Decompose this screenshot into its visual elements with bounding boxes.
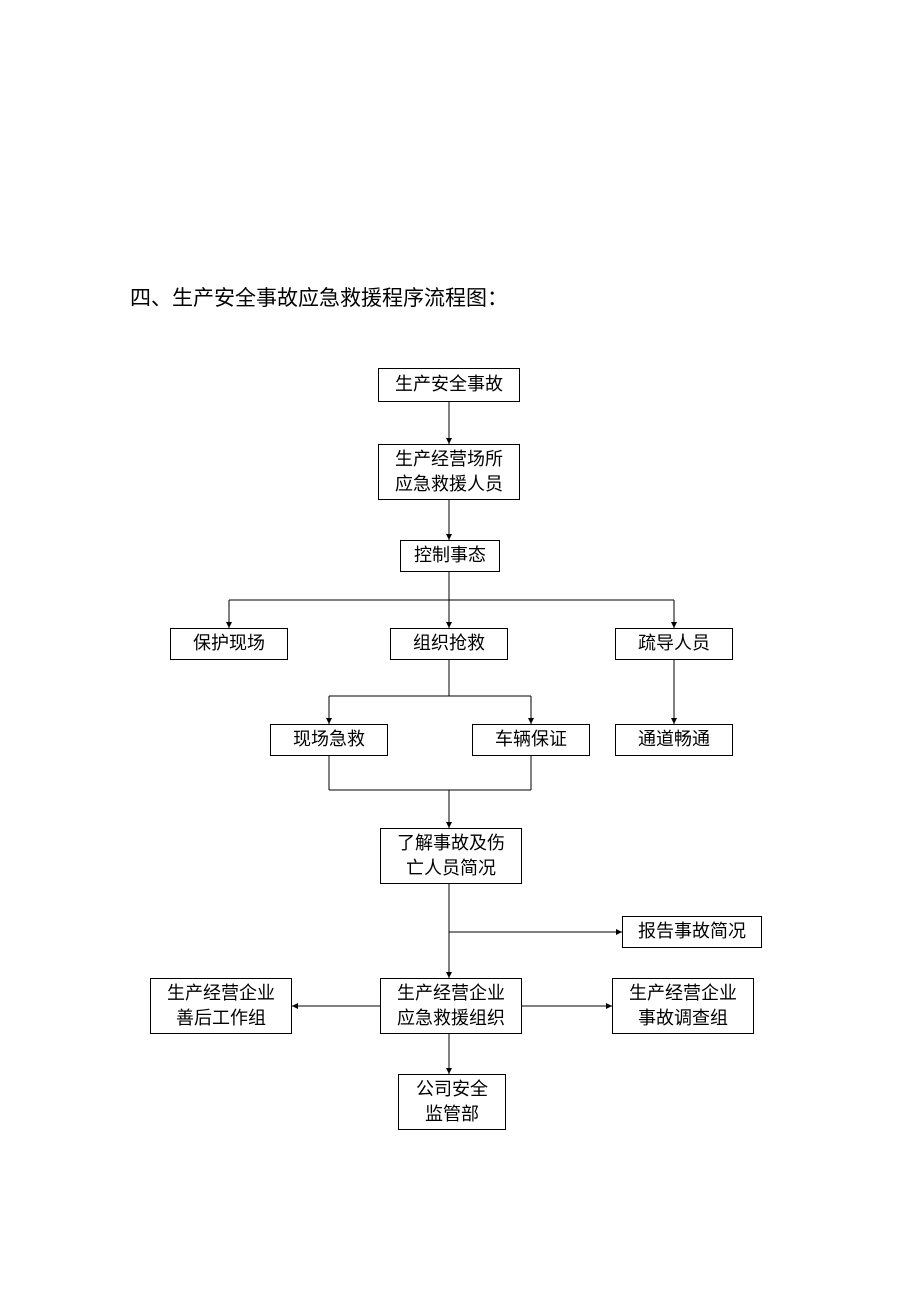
flowchart-node-n1: 生产安全事故 — [378, 368, 520, 402]
flowchart-node-n6: 疏导人员 — [615, 628, 733, 660]
flowchart-node-n11: 报告事故简况 — [622, 916, 762, 948]
flowchart-node-n2: 生产经营场所应急救援人员 — [378, 444, 520, 500]
flowchart-node-n4: 保护现场 — [170, 628, 288, 660]
flowchart-node-n5: 组织抢救 — [390, 628, 508, 660]
flowchart-node-n9: 通道畅通 — [615, 724, 733, 756]
flowchart-node-n3: 控制事态 — [400, 540, 500, 572]
flowchart-node-n8: 车辆保证 — [472, 724, 590, 756]
flowchart-container: 生产安全事故生产经营场所应急救援人员控制事态保护现场 组织抢救 疏导人员现场急救 车辆… — [0, 0, 920, 1302]
flowchart-node-n12: 生产经营企业善后工作组 — [150, 978, 292, 1034]
flowchart-node-n7: 现场急救 — [270, 724, 388, 756]
flowchart-node-n13: 生产经营企业应急救援组织 — [380, 978, 522, 1034]
flowchart-node-n15: 公司安全监管部 — [398, 1074, 506, 1130]
flowchart-node-n10: 了解事故及伤亡人员简况 — [380, 828, 522, 884]
flowchart-node-n14: 生产经营企业事故调查组 — [612, 978, 754, 1034]
